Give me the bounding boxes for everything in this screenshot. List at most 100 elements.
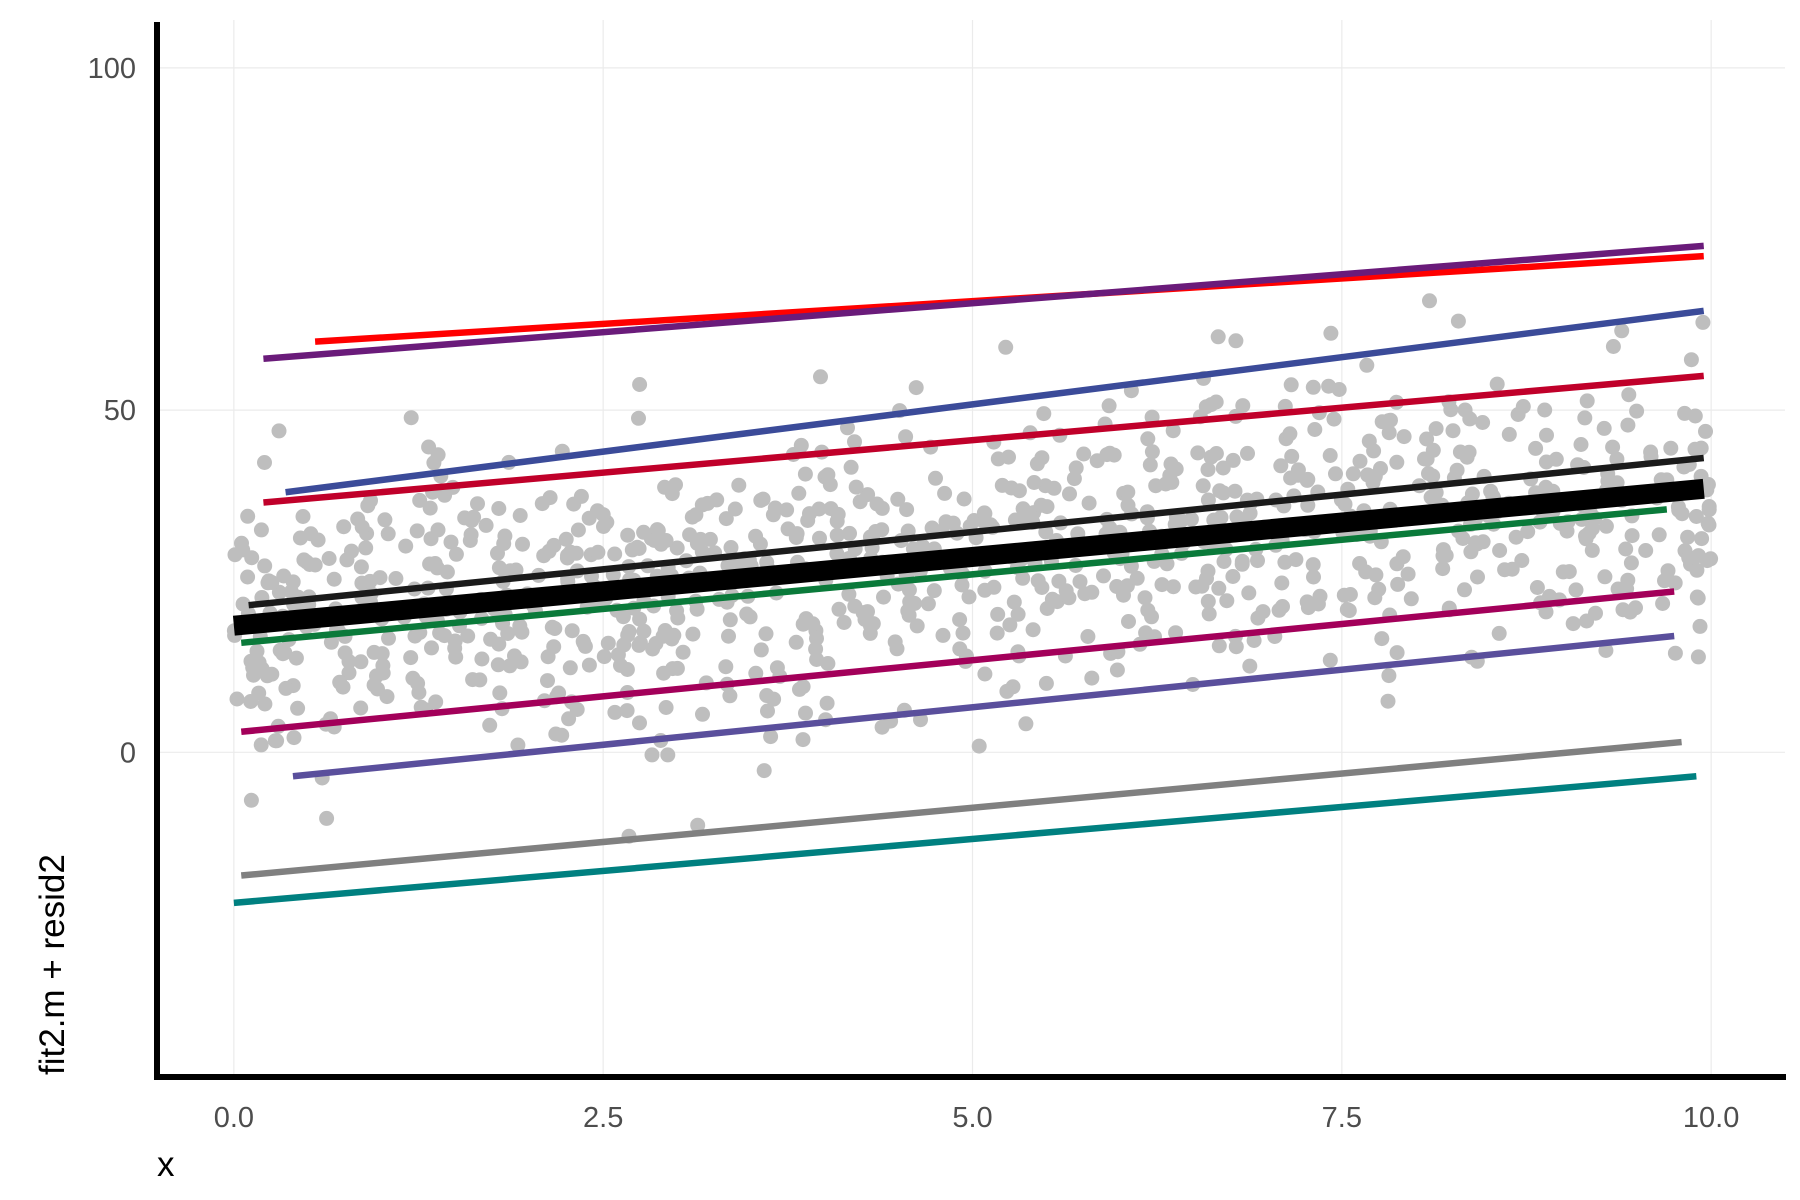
data-point: [1352, 453, 1368, 469]
data-point: [1579, 613, 1595, 629]
data-point: [1548, 451, 1564, 467]
data-point: [1443, 402, 1459, 418]
data-point: [1229, 509, 1245, 525]
data-point: [767, 500, 783, 516]
data-point: [1445, 423, 1461, 439]
data-point: [1215, 485, 1231, 501]
data-point: [581, 510, 597, 526]
data-point: [600, 635, 616, 651]
data-point: [264, 666, 280, 682]
data-point: [1326, 411, 1342, 427]
data-point: [763, 729, 779, 745]
data-point: [1381, 668, 1397, 684]
fit-line: [240, 588, 1675, 736]
data-point: [1235, 398, 1251, 414]
data-point: [1068, 460, 1084, 476]
data-point: [240, 569, 256, 585]
data-point: [621, 624, 637, 639]
data-point: [721, 628, 736, 644]
data-point: [756, 763, 772, 779]
data-point: [909, 618, 925, 634]
data-point: [1538, 604, 1554, 620]
data-point: [372, 570, 388, 586]
data-point: [1438, 548, 1454, 563]
data-point: [945, 515, 961, 531]
data-point: [500, 626, 516, 641]
data-point: [544, 619, 560, 635]
data-point: [290, 700, 306, 716]
data-point: [645, 641, 661, 657]
data-point: [666, 627, 682, 643]
data-point: [1101, 398, 1117, 414]
data-point: [253, 522, 269, 538]
data-point: [596, 519, 611, 534]
data-point: [1683, 352, 1699, 368]
data-point: [363, 493, 378, 509]
data-point: [463, 527, 479, 543]
data-point: [1425, 468, 1441, 484]
data-point: [1389, 645, 1405, 661]
data-point: [1084, 670, 1100, 686]
data-point: [235, 596, 251, 612]
data-point: [490, 657, 506, 673]
data-point: [292, 530, 308, 546]
data-point: [607, 546, 623, 562]
data-point: [1609, 451, 1625, 467]
data-point: [1651, 527, 1667, 543]
data-point: [1660, 563, 1676, 579]
data-point: [1033, 497, 1049, 513]
fit-line: [233, 773, 1697, 907]
data-point: [1655, 596, 1671, 611]
data-point: [862, 618, 878, 633]
data-point: [243, 792, 259, 808]
data-point: [684, 509, 700, 525]
data-point: [491, 501, 507, 516]
data-point: [1598, 518, 1614, 534]
data-point: [636, 623, 652, 639]
data-point: [1142, 457, 1158, 473]
x-tick-label: 5.0: [952, 1102, 992, 1134]
data-point: [1584, 542, 1600, 558]
data-point: [1284, 448, 1300, 464]
data-point: [1025, 622, 1041, 638]
data-point: [653, 536, 669, 552]
data-point: [1701, 499, 1717, 514]
fit-line: [240, 738, 1682, 879]
data-point: [955, 625, 971, 641]
x-tick-label: 10.0: [1683, 1102, 1739, 1134]
data-point: [1165, 423, 1181, 439]
data-point: [1200, 593, 1216, 609]
data-point: [842, 525, 857, 541]
data-point: [380, 526, 396, 542]
data-point: [1620, 417, 1636, 433]
data-point: [460, 628, 476, 644]
data-point: [694, 497, 710, 513]
data-point: [344, 543, 359, 559]
data-point: [1689, 589, 1705, 605]
data-point: [675, 644, 691, 660]
data-point: [448, 546, 464, 562]
data-point: [1380, 693, 1396, 709]
data-point: [1282, 426, 1298, 442]
data-point: [1699, 553, 1715, 569]
data-point: [1046, 480, 1062, 496]
data-point: [240, 508, 256, 524]
data-point: [1144, 444, 1160, 460]
data-point: [276, 568, 292, 584]
data-point: [1368, 567, 1384, 583]
data-point: [769, 660, 785, 676]
data-point: [615, 609, 631, 625]
data-point: [377, 512, 393, 528]
data-point: [908, 380, 924, 396]
data-point: [398, 538, 414, 554]
data-point: [1228, 333, 1244, 349]
data-point: [809, 630, 824, 646]
data-point: [650, 523, 666, 539]
data-point: [1250, 553, 1265, 569]
data-point: [926, 583, 942, 599]
data-point: [660, 747, 676, 763]
data-point: [478, 517, 494, 533]
data-point: [1106, 447, 1122, 463]
data-point: [1140, 431, 1156, 447]
